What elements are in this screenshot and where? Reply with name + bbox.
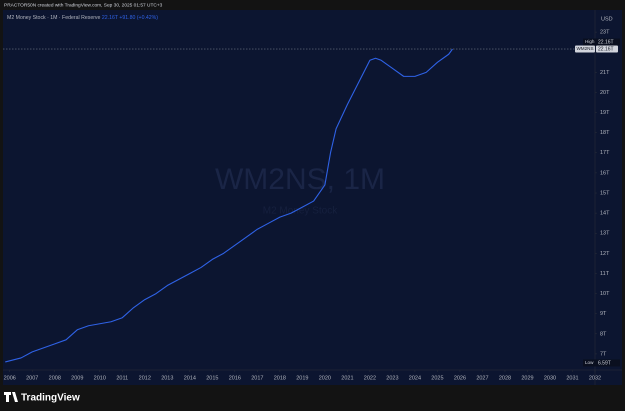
x-tick-label: 2008 (49, 375, 61, 381)
price-tag-bg (575, 45, 595, 53)
y-tick-label: 19T (600, 110, 610, 116)
line-series (5, 48, 453, 363)
price-tag-value: 22.16T (598, 46, 614, 52)
watermark: WM2NS, 1M (215, 163, 385, 196)
y-tick-label: 12T (600, 251, 610, 257)
x-tick-label: 2009 (71, 375, 83, 381)
y-tick-label: 11T (600, 271, 610, 277)
x-tick-label: 2015 (206, 375, 218, 381)
x-tick-label: 2014 (184, 375, 196, 381)
x-tick-label: 2021 (341, 375, 353, 381)
chart-panel (3, 10, 622, 385)
low-label: Low (585, 360, 594, 365)
x-tick-label: 2030 (544, 375, 556, 381)
logo-t (4, 392, 11, 402)
x-tick-label: 2024 (409, 375, 421, 381)
x-tick-label: 2010 (94, 375, 106, 381)
high-label: High (585, 39, 595, 44)
x-tick-label: 2023 (386, 375, 398, 381)
x-tick-label: 2017 (251, 375, 263, 381)
currency: USD (601, 16, 613, 22)
x-tick-label: 2007 (26, 375, 38, 381)
axes: 2006 2007 2008 2009 2010 2011 2012 2013 2014 2015… (4, 370, 601, 381)
legend-title: M2 Money Stock · 1M · Federal Reserve 22… (7, 15, 158, 21)
x-tick-label: 2006 (4, 375, 16, 381)
y-tick-label: 14T (600, 211, 610, 217)
footer-logo: TradingView (4, 392, 80, 404)
x-tick-label: 2020 (319, 375, 331, 381)
y-tick-label: 7T (600, 351, 607, 357)
price-tag-value-bg (596, 45, 618, 53)
y-tick-label: 21T (600, 70, 610, 76)
x-tick-label: 2029 (521, 375, 533, 381)
y-tick-label: 23T (600, 30, 610, 36)
x-tick-label: 2027 (476, 375, 488, 381)
y-tick-label: 18T (600, 130, 610, 136)
low-tag-bg (583, 359, 620, 367)
x-tick-label: 2019 (296, 375, 308, 381)
y-tick-label: 17T (600, 150, 610, 156)
x-tick-label: 2012 (139, 375, 151, 381)
y-tick-label: 13T (600, 231, 610, 237)
watermark-subtitle: M2 Money Stock (263, 206, 338, 217)
legend-title-text: M2 Money Stock · 1M · Federal Reserve (7, 15, 101, 21)
legend-value: 22.16T (102, 15, 119, 21)
x-tick-label: 2013 (161, 375, 173, 381)
x-tick-label: 2025 (431, 375, 443, 381)
y-tick-label: 10T (600, 291, 610, 297)
x-tick-label: 2011 (116, 375, 128, 381)
legend-change: +91.80 (+0.42%) (119, 15, 158, 21)
x-tick-label: 2032 (589, 375, 601, 381)
x-tick-label: 2022 (364, 375, 376, 381)
price-tag-symbol: WM2NS (576, 46, 593, 51)
x-tick-label: 2026 (454, 375, 466, 381)
logo-v (12, 392, 18, 402)
high-tag-bg (583, 38, 620, 46)
y-tick-label: 16T (600, 170, 610, 176)
low-value: 6.59T (598, 360, 611, 366)
high-value: 22.16T (598, 39, 614, 45)
footer-brand: TradingView (21, 393, 80, 404)
y-tick-label: 9T (600, 311, 607, 317)
header: PRACTOR50N created with TradingView.com,… (4, 2, 163, 8)
y-tick-label: 20T (600, 90, 610, 96)
x-tick-label: 2028 (499, 375, 511, 381)
x-tick-label: 2016 (229, 375, 241, 381)
y-tick-label: 8T (600, 331, 607, 337)
x-tick-label: 2031 (566, 375, 578, 381)
y-tick-label: 15T (600, 190, 610, 196)
x-tick-label: 2018 (274, 375, 286, 381)
